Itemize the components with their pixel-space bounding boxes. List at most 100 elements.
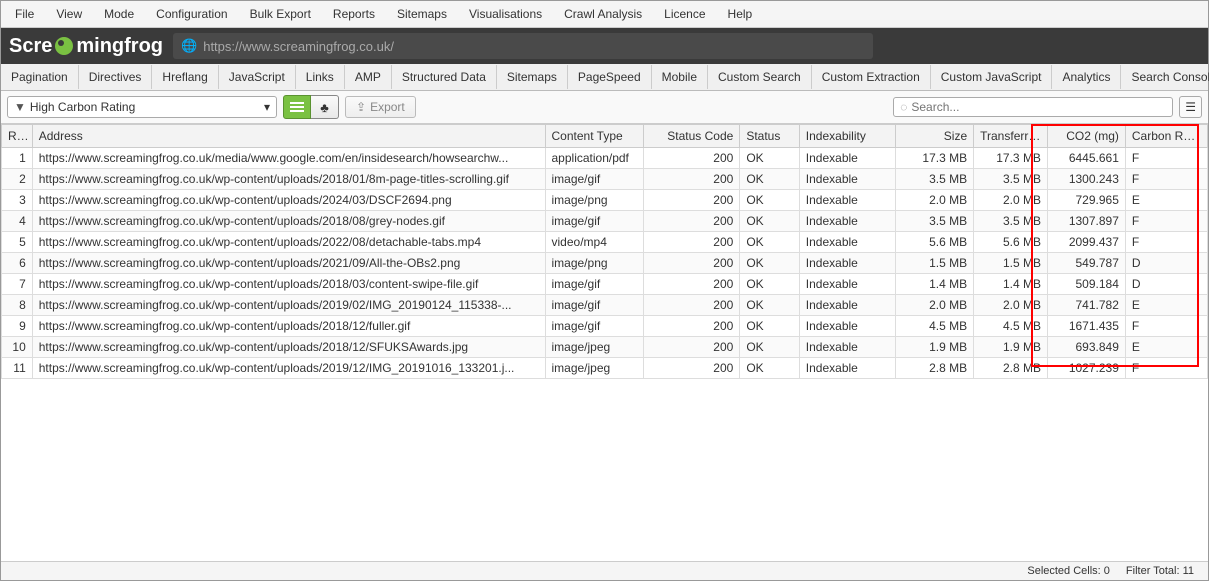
tab-javascript[interactable]: JavaScript <box>219 65 296 89</box>
cell-row: 9 <box>2 316 33 337</box>
cell-status: OK <box>740 253 799 274</box>
cell-address: https://www.screamingfrog.co.uk/wp-conte… <box>32 358 545 379</box>
menu-view[interactable]: View <box>46 3 92 25</box>
cell-indexability: Indexable <box>799 211 895 232</box>
col-content-type[interactable]: Content Type <box>545 125 643 148</box>
tab-pagespeed[interactable]: PageSpeed <box>568 65 652 89</box>
tab-links[interactable]: Links <box>296 65 345 89</box>
cell-status-code: 200 <box>643 169 739 190</box>
spinner-icon: ◌ <box>900 100 907 114</box>
cell-row: 8 <box>2 295 33 316</box>
export-button[interactable]: ⇪ Export <box>345 96 416 118</box>
tab-analytics[interactable]: Analytics <box>1052 65 1121 89</box>
col-status-code[interactable]: Status Code <box>643 125 739 148</box>
table-row[interactable]: 9https://www.screamingfrog.co.uk/wp-cont… <box>2 316 1208 337</box>
filter-select[interactable]: ▼High Carbon Rating ▾ <box>7 96 277 118</box>
cell-row: 7 <box>2 274 33 295</box>
cell-transferred: 2.8 MB <box>974 358 1048 379</box>
col-indexability[interactable]: Indexability <box>799 125 895 148</box>
search-input[interactable] <box>911 100 1166 114</box>
cell-row: 10 <box>2 337 33 358</box>
cell-indexability: Indexable <box>799 232 895 253</box>
col-carbon-rating[interactable]: Carbon Rating <box>1125 125 1207 148</box>
cell-transferred: 1.4 MB <box>974 274 1048 295</box>
menu-crawl-analysis[interactable]: Crawl Analysis <box>554 3 652 25</box>
logo-post: mingfrog <box>76 35 163 58</box>
cell-transferred: 3.5 MB <box>974 211 1048 232</box>
table-row[interactable]: 1https://www.screamingfrog.co.uk/media/w… <box>2 148 1208 169</box>
table-row[interactable]: 11https://www.screamingfrog.co.uk/wp-con… <box>2 358 1208 379</box>
tab-pagination[interactable]: Pagination <box>1 65 79 89</box>
tree-view-button[interactable]: ♣ <box>311 95 339 119</box>
cell-status: OK <box>740 232 799 253</box>
cell-content-type: image/jpeg <box>545 337 643 358</box>
cell-indexability: Indexable <box>799 190 895 211</box>
col-transferred[interactable]: Transferred <box>974 125 1048 148</box>
col-row[interactable]: Row <box>2 125 33 148</box>
cell-carbon-rating: F <box>1125 148 1207 169</box>
cell-transferred: 17.3 MB <box>974 148 1048 169</box>
cell-content-type: application/pdf <box>545 148 643 169</box>
menu-mode[interactable]: Mode <box>94 3 144 25</box>
cell-status: OK <box>740 190 799 211</box>
tab-custom-javascript[interactable]: Custom JavaScript <box>931 65 1053 89</box>
url-box[interactable]: 🌐 https://www.screamingfrog.co.uk/ <box>173 33 873 59</box>
cell-address: https://www.screamingfrog.co.uk/wp-conte… <box>32 316 545 337</box>
cell-size: 4.5 MB <box>896 316 974 337</box>
cell-transferred: 2.0 MB <box>974 190 1048 211</box>
cell-co2: 1307.897 <box>1047 211 1125 232</box>
tab-amp[interactable]: AMP <box>345 65 392 89</box>
cell-size: 17.3 MB <box>896 148 974 169</box>
menu-bulk-export[interactable]: Bulk Export <box>240 3 321 25</box>
table-row[interactable]: 5https://www.screamingfrog.co.uk/wp-cont… <box>2 232 1208 253</box>
col-size[interactable]: Size <box>896 125 974 148</box>
cell-content-type: image/gif <box>545 211 643 232</box>
menu-help[interactable]: Help <box>718 3 763 25</box>
table-row[interactable]: 6https://www.screamingfrog.co.uk/wp-cont… <box>2 253 1208 274</box>
cell-transferred: 5.6 MB <box>974 232 1048 253</box>
cell-content-type: image/gif <box>545 316 643 337</box>
tab-hreflang[interactable]: Hreflang <box>152 65 218 89</box>
column-config-button[interactable]: ☰ <box>1179 96 1202 118</box>
table-header-row: Row Address Content Type Status Code Sta… <box>2 125 1208 148</box>
col-co2[interactable]: CO2 (mg) <box>1047 125 1125 148</box>
menu-licence[interactable]: Licence <box>654 3 715 25</box>
cell-address: https://www.screamingfrog.co.uk/wp-conte… <box>32 190 545 211</box>
tab-sitemaps[interactable]: Sitemaps <box>497 65 568 89</box>
cell-carbon-rating: F <box>1125 358 1207 379</box>
tab-mobile[interactable]: Mobile <box>652 65 708 89</box>
cell-co2: 1671.435 <box>1047 316 1125 337</box>
menubar: FileViewModeConfigurationBulk ExportRepo… <box>1 1 1208 28</box>
table-row[interactable]: 4https://www.screamingfrog.co.uk/wp-cont… <box>2 211 1208 232</box>
menu-visualisations[interactable]: Visualisations <box>459 3 552 25</box>
cell-row: 1 <box>2 148 33 169</box>
table-row[interactable]: 8https://www.screamingfrog.co.uk/wp-cont… <box>2 295 1208 316</box>
table-row[interactable]: 3https://www.screamingfrog.co.uk/wp-cont… <box>2 190 1208 211</box>
globe-icon <box>55 37 73 55</box>
col-address[interactable]: Address <box>32 125 545 148</box>
cell-content-type: image/gif <box>545 295 643 316</box>
cell-size: 1.9 MB <box>896 337 974 358</box>
table-row[interactable]: 7https://www.screamingfrog.co.uk/wp-cont… <box>2 274 1208 295</box>
cell-address: https://www.screamingfrog.co.uk/wp-conte… <box>32 169 545 190</box>
tab-search-console[interactable]: Search Console <box>1121 65 1209 89</box>
menu-configuration[interactable]: Configuration <box>146 3 237 25</box>
cell-carbon-rating: F <box>1125 211 1207 232</box>
menu-file[interactable]: File <box>5 3 44 25</box>
cell-size: 1.5 MB <box>896 253 974 274</box>
tab-custom-extraction[interactable]: Custom Extraction <box>812 65 931 89</box>
table-row[interactable]: 10https://www.screamingfrog.co.uk/wp-con… <box>2 337 1208 358</box>
cell-status-code: 200 <box>643 337 739 358</box>
list-view-button[interactable] <box>283 95 311 119</box>
menu-sitemaps[interactable]: Sitemaps <box>387 3 457 25</box>
cell-co2: 509.184 <box>1047 274 1125 295</box>
table-row[interactable]: 2https://www.screamingfrog.co.uk/wp-cont… <box>2 169 1208 190</box>
col-status[interactable]: Status <box>740 125 799 148</box>
menu-reports[interactable]: Reports <box>323 3 385 25</box>
tab-directives[interactable]: Directives <box>79 65 153 89</box>
search-box[interactable]: ◌ <box>893 97 1173 117</box>
tab-custom-search[interactable]: Custom Search <box>708 65 812 89</box>
cell-indexability: Indexable <box>799 148 895 169</box>
tab-structured-data[interactable]: Structured Data <box>392 65 497 89</box>
cell-address: https://www.screamingfrog.co.uk/wp-conte… <box>32 274 545 295</box>
